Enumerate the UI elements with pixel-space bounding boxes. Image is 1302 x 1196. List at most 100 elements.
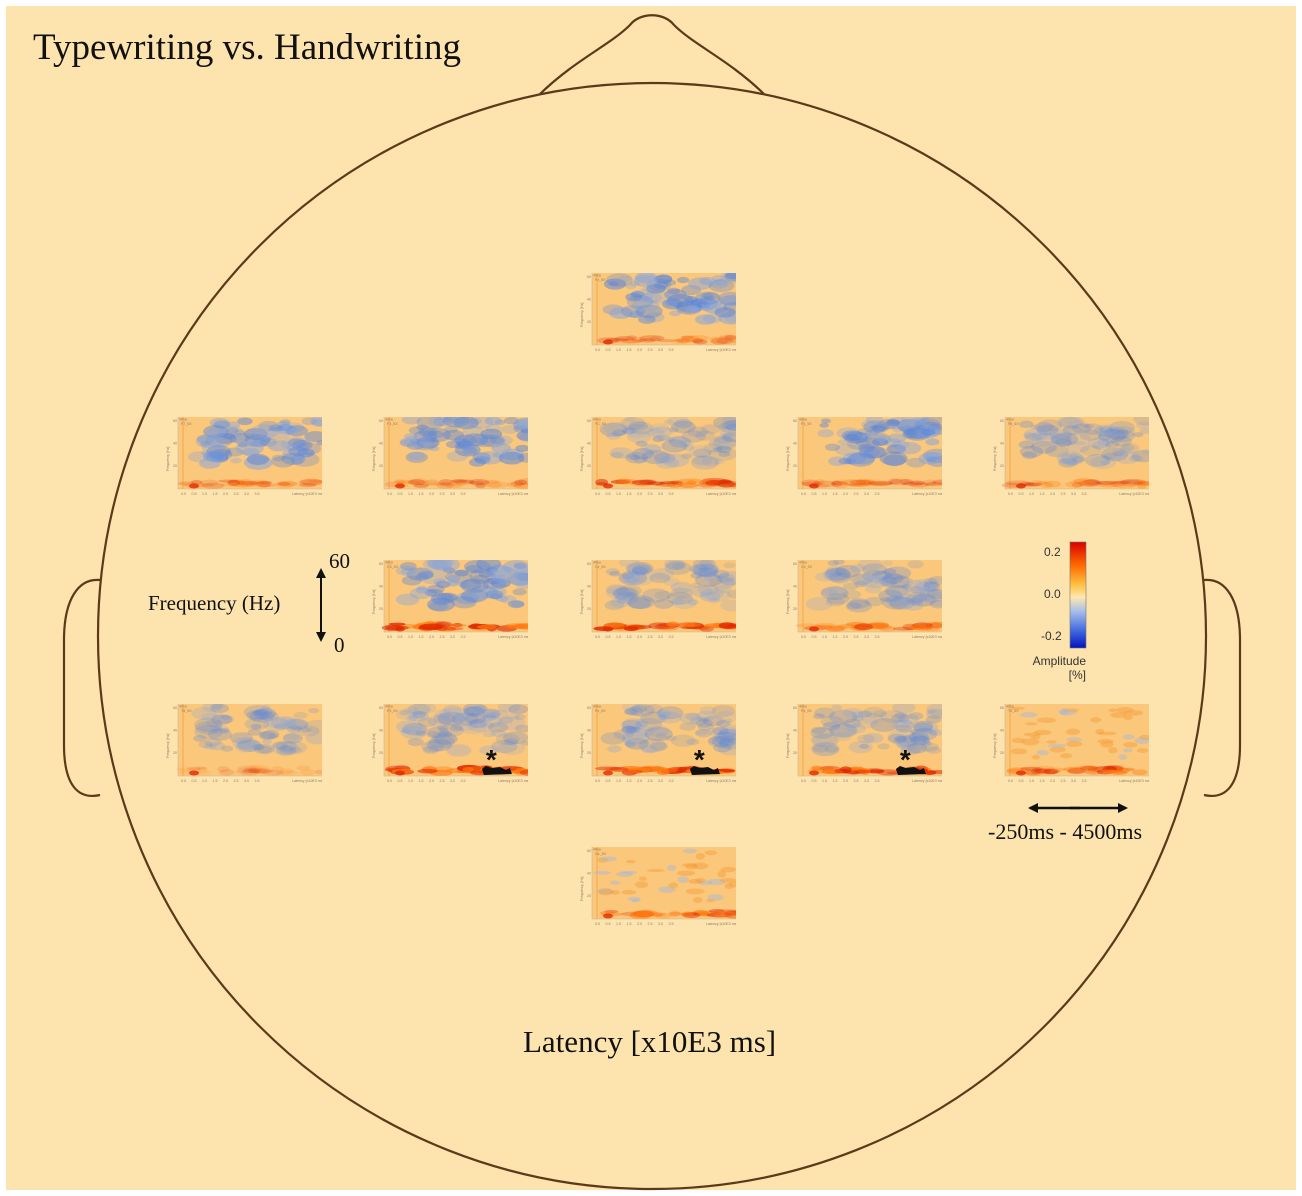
panel-channel-label: F4_5X — [801, 422, 812, 426]
panel-xtick: 3.0 — [450, 492, 455, 496]
panel-channel-label: F7_5X — [181, 422, 192, 426]
panel-xtick: 3.0 — [658, 348, 663, 352]
panel-xtick: 0.5 — [398, 779, 403, 783]
panel-xtick: 1.0 — [1029, 779, 1034, 783]
panel-xtick: 3.5 — [669, 635, 674, 639]
panel-xtick: 1.0 — [822, 635, 827, 639]
frequency-legend-label: Frequency (Hz) — [148, 591, 281, 615]
panel-corner-label: 4tina — [179, 418, 187, 422]
panel-xtick: 1.5 — [213, 779, 218, 783]
panel-ytick: 20 — [587, 607, 591, 611]
panel-ytick: 60 — [587, 849, 591, 853]
panel-xtick: 2.5 — [648, 492, 653, 496]
panel-ytick: 60 — [1000, 706, 1004, 710]
panel-ytick: 40 — [793, 585, 797, 589]
panel-xlabel: Latency [x10E3 ms] — [706, 922, 736, 926]
panel-ytick: 20 — [379, 607, 383, 611]
colorbar-caption-line1: Amplitude — [1032, 654, 1086, 668]
panel-xtick: 0.0 — [387, 635, 392, 639]
panel-ylabel: Frequency [Hz] — [580, 877, 584, 901]
panel-xtick: 0.0 — [595, 492, 600, 496]
panel-xtick: 3.5 — [669, 492, 674, 496]
panel-channel-label: F8_5X — [1008, 422, 1019, 426]
panel-ylabel: Frequency [Hz] — [580, 590, 584, 614]
panel-ytick: 20 — [1000, 464, 1004, 468]
colorbar-tick-bottom: -0.2 — [1041, 629, 1062, 643]
panel-ytick: 20 — [587, 751, 591, 755]
panel-channel-label: T6_5X — [1008, 709, 1019, 713]
panel-xtick: 3.0 — [658, 492, 663, 496]
panel-xtick: 0.5 — [812, 779, 817, 783]
panel-xtick: 1.0 — [616, 635, 621, 639]
panel-xtick: 1.5 — [213, 492, 218, 496]
panel-xtick: 2.5 — [648, 779, 653, 783]
panel-xlabel: Latency [x10E3 ms] — [912, 779, 942, 783]
panel-xtick: 3.5 — [669, 922, 674, 926]
panel-xtick: 3.5 — [461, 779, 466, 783]
panel-ytick: 60 — [587, 419, 591, 423]
panel-ytick: 40 — [379, 729, 383, 733]
panel-ylabel: Frequency [Hz] — [786, 447, 790, 471]
panel-xtick: 0.5 — [398, 492, 403, 496]
panel-xtick: 1.5 — [833, 779, 838, 783]
panel-xtick: 2.5 — [648, 635, 653, 639]
panel-ylabel: Frequency [Hz] — [580, 447, 584, 471]
panel-corner-label: 4tina — [593, 561, 601, 565]
panel-xtick: 3.0 — [658, 635, 663, 639]
panel-ytick: 40 — [587, 442, 591, 446]
panel-xtick: 0.5 — [1019, 779, 1024, 783]
panel-xtick: 0.0 — [1008, 779, 1013, 783]
panel-xtick: 3.0 — [244, 492, 249, 496]
panel-xtick: 1.0 — [822, 779, 827, 783]
panel-ytick: 60 — [587, 562, 591, 566]
panel-xlabel: Latency [x10E3 ms] — [292, 492, 322, 496]
panel-xtick: 2.5 — [1061, 779, 1066, 783]
panel-xtick: 0.5 — [812, 635, 817, 639]
panel-xlabel: Latency [x10E3 ms] — [912, 635, 942, 639]
panel-channel-label: C4_5X — [801, 565, 813, 569]
panel-xtick: 3.0 — [1071, 492, 1076, 496]
panel-ytick: 60 — [173, 706, 177, 710]
panel-corner-label: 4tina — [1006, 418, 1014, 422]
panel-xtick: 2.5 — [648, 348, 653, 352]
panel-xtick: 2.0 — [843, 779, 848, 783]
panel-xtick: 2.5 — [854, 779, 859, 783]
panel-xtick: 2.5 — [1061, 492, 1066, 496]
significance-star: * — [693, 744, 705, 775]
panel-ylabel: Frequency [Hz] — [166, 447, 170, 471]
nose-outline — [539, 14, 765, 95]
panel-ytick: 40 — [587, 585, 591, 589]
panel-xtick: 2.0 — [223, 492, 228, 496]
panel-xtick: 1.5 — [419, 635, 424, 639]
panel-xtick: 2.0 — [223, 779, 228, 783]
panel-xtick: 1.5 — [627, 635, 632, 639]
panel-xtick: 1.5 — [627, 779, 632, 783]
panel-xtick: 0.5 — [606, 635, 611, 639]
panel-ytick: 40 — [173, 729, 177, 733]
panel-xtick: 3.5 — [875, 492, 880, 496]
panel-ytick: 20 — [587, 320, 591, 324]
panel-xtick: 0.5 — [192, 492, 197, 496]
panel-ytick: 60 — [793, 419, 797, 423]
panel-ytick: 20 — [379, 751, 383, 755]
panel-xtick: 2.0 — [429, 635, 434, 639]
panel-xlabel: Latency [x10E3 ms] — [498, 635, 528, 639]
panel-ylabel: Frequency [Hz] — [786, 734, 790, 758]
panel-ylabel: Frequency [Hz] — [166, 734, 170, 758]
panel-ytick: 60 — [587, 275, 591, 279]
panel-xlabel: Latency [x10E3 ms] — [706, 635, 736, 639]
panel-xtick: 1.0 — [822, 492, 827, 496]
panel-xtick: 0.5 — [606, 922, 611, 926]
significance-star: * — [899, 744, 911, 775]
panel-xlabel: Latency [x10E3 ms] — [706, 492, 736, 496]
panel-ytick: 60 — [379, 419, 383, 423]
panel-ylabel: Frequency [Hz] — [580, 303, 584, 327]
panel-xtick: 3.5 — [255, 492, 260, 496]
